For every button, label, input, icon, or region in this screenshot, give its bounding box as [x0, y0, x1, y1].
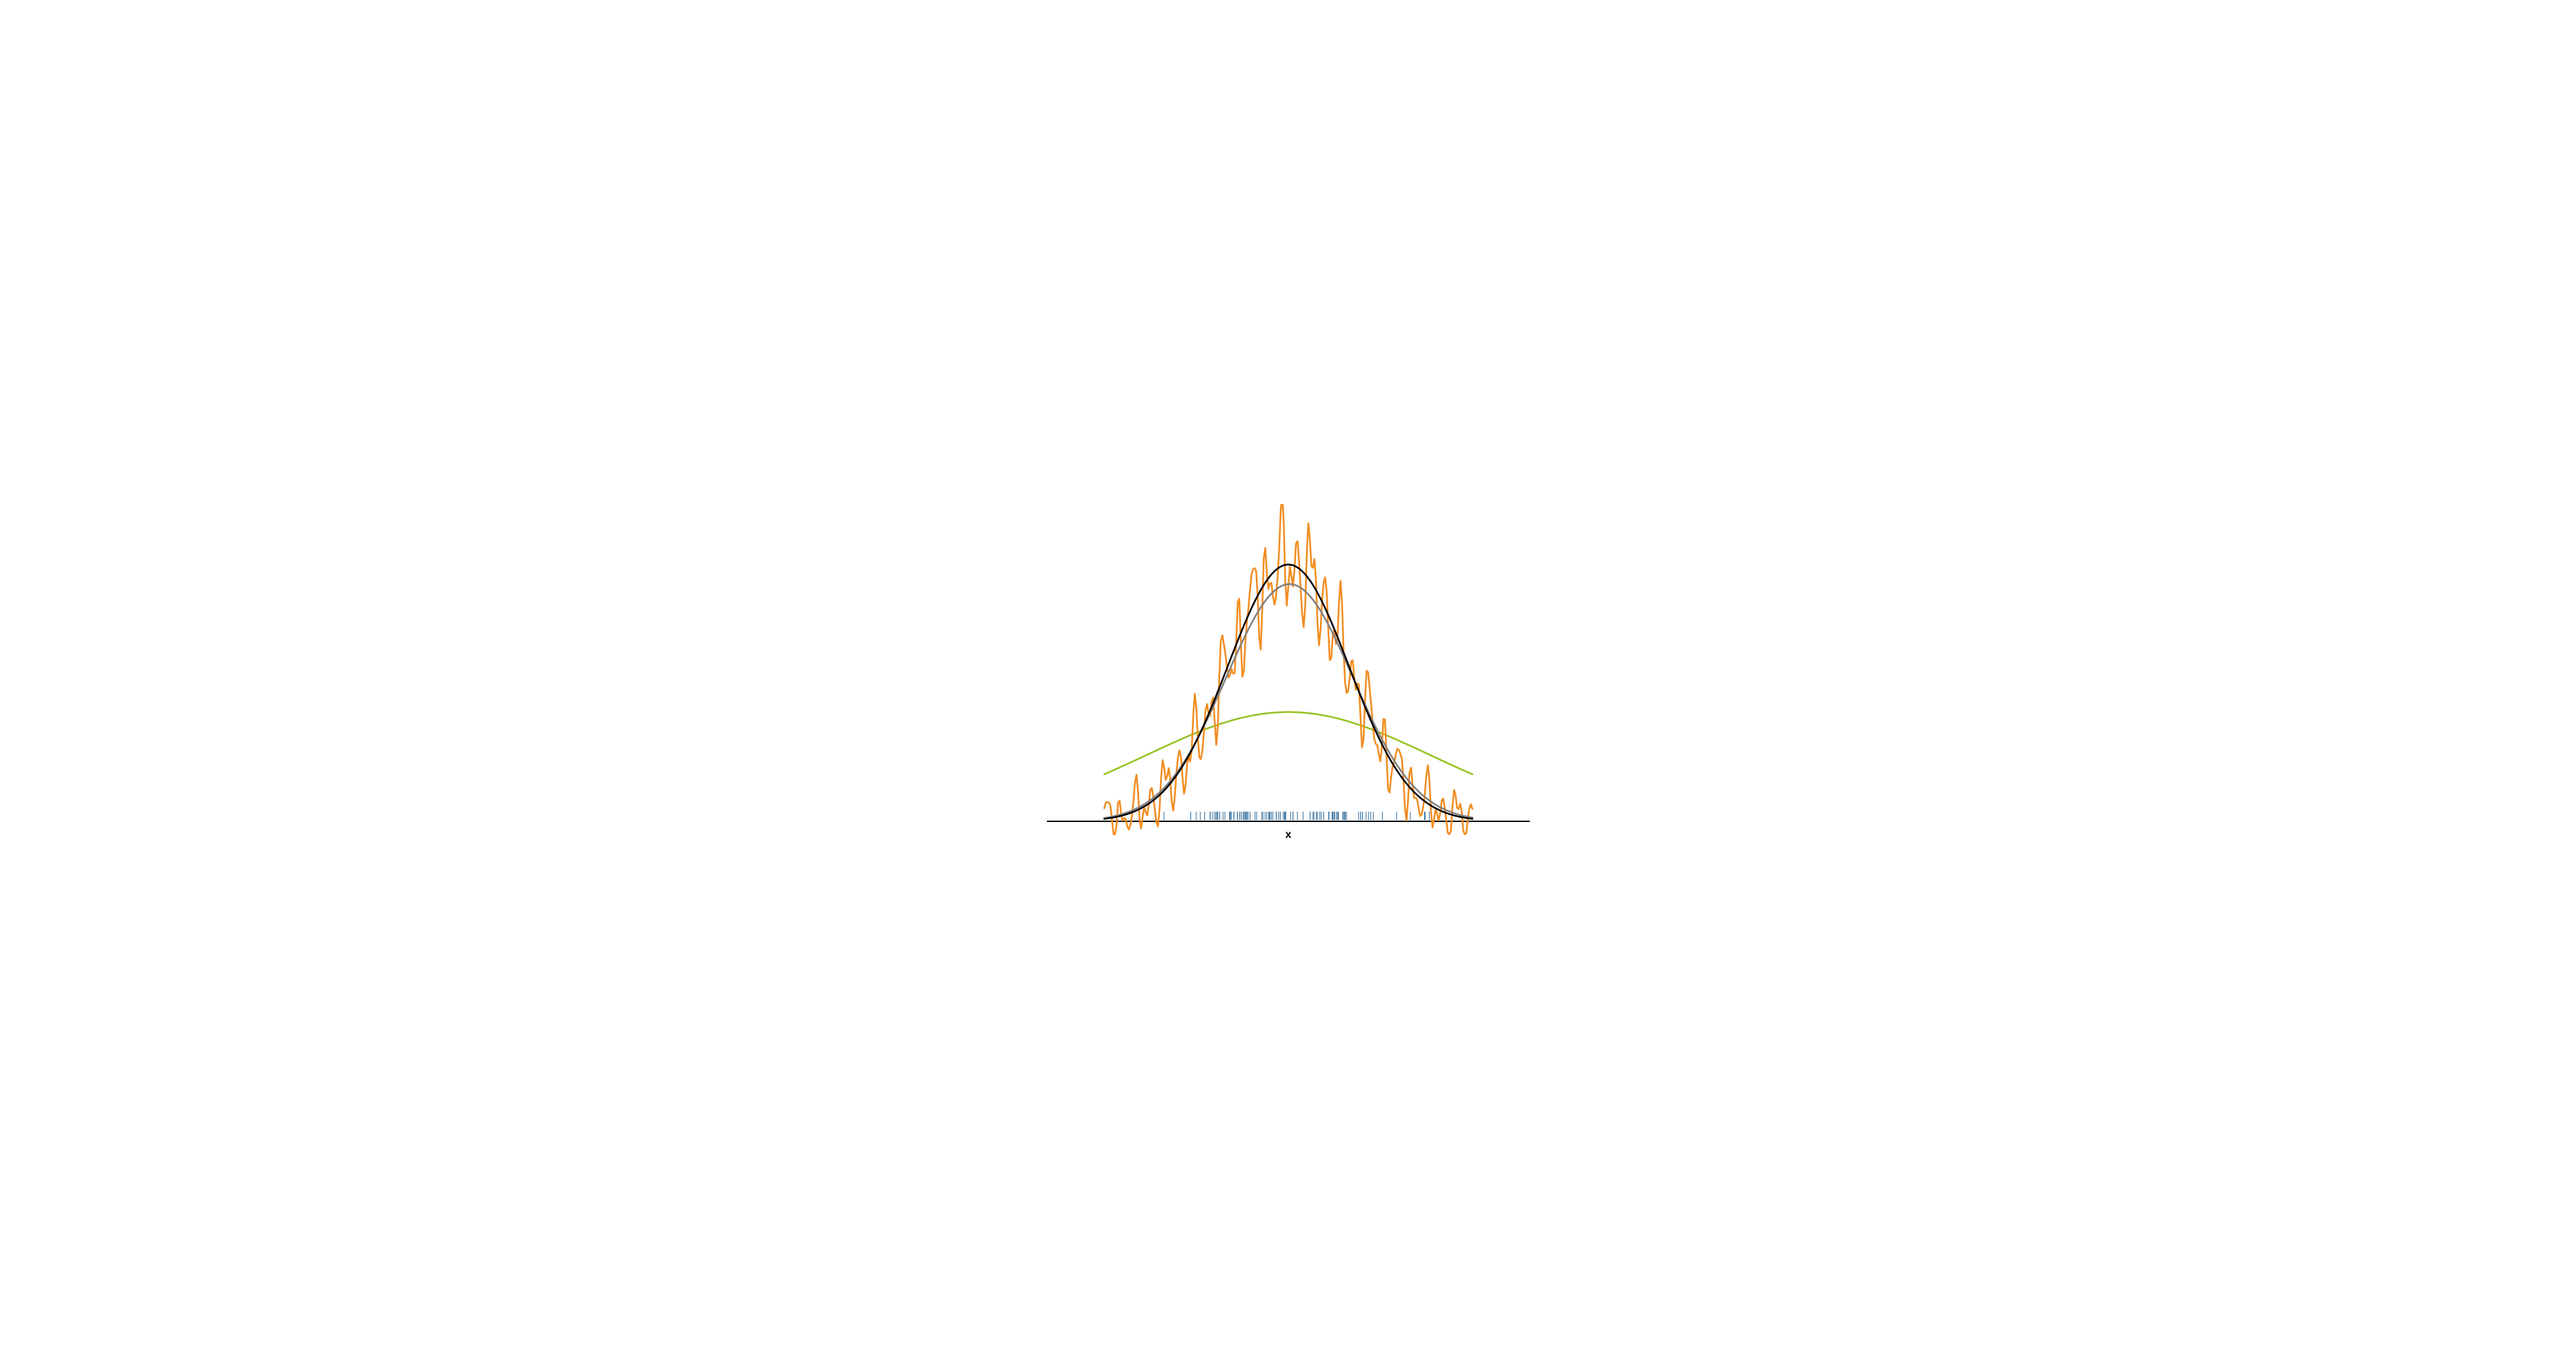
x-axis-label: x [1285, 829, 1291, 841]
curve-true-density [1104, 565, 1472, 819]
chart-container: x [0, 0, 2576, 1353]
curve-optimal [1104, 584, 1472, 818]
rug-ticks [1155, 812, 1428, 820]
curve-undersmooth [1104, 504, 1472, 834]
density-curves [1104, 504, 1472, 834]
curve-oversmooth [1104, 712, 1472, 774]
kde-chart: x [1047, 504, 1530, 849]
